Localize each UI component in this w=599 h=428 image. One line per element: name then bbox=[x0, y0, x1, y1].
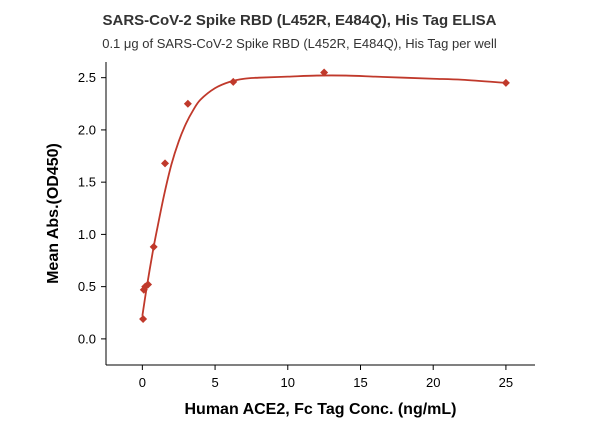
data-point bbox=[229, 77, 238, 86]
data-point bbox=[139, 315, 148, 324]
fit-curve bbox=[141, 74, 506, 317]
x-axis-label: Human ACE2, Fc Tag Conc. (ng/mL) bbox=[184, 401, 456, 418]
chart-subtitle: 0.1 μg of SARS-CoV-2 Spike RBD (L452R, E… bbox=[102, 36, 497, 51]
x-tick-label: 15 bbox=[353, 375, 367, 390]
data-point bbox=[161, 159, 170, 168]
y-tick-label: 2.0 bbox=[78, 122, 96, 137]
data-point bbox=[501, 78, 510, 87]
chart-title: SARS-CoV-2 Spike RBD (L452R, E484Q), His… bbox=[102, 12, 497, 29]
data-point bbox=[320, 68, 329, 77]
y-tick-label: 1.0 bbox=[78, 227, 96, 242]
y-tick-label: 2.5 bbox=[78, 70, 96, 85]
y-tick-label: 1.5 bbox=[78, 175, 96, 190]
x-tick-label: 25 bbox=[499, 375, 513, 390]
x-tick-label: 0 bbox=[139, 375, 146, 390]
y-tick-label: 0.0 bbox=[78, 331, 96, 346]
data-point bbox=[149, 242, 158, 251]
x-tick-label: 5 bbox=[211, 375, 218, 390]
y-tick-label: 0.5 bbox=[78, 279, 96, 294]
y-axis-label: Mean Abs.(OD450) bbox=[45, 143, 62, 284]
data-point bbox=[183, 99, 192, 108]
data-point bbox=[144, 280, 153, 289]
x-tick-label: 20 bbox=[426, 375, 440, 390]
x-tick-label: 10 bbox=[281, 375, 295, 390]
